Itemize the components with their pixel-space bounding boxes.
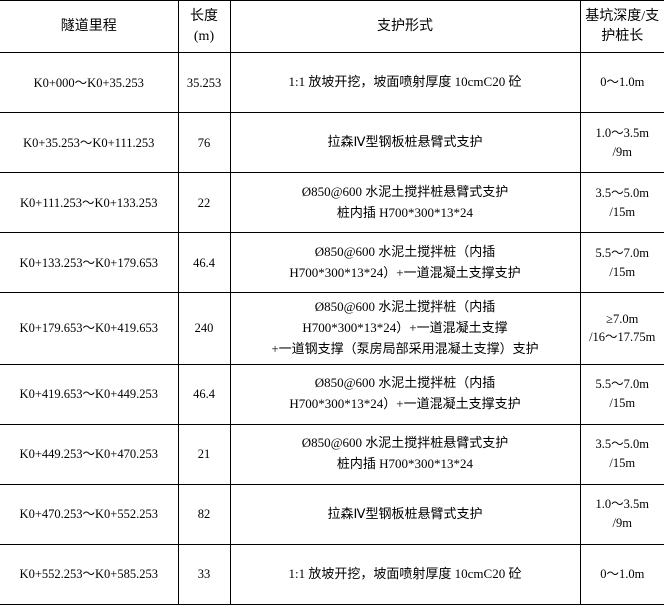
table-row: K0+449.253～K0+470.25321Ø850@600 水泥土搅拌桩悬臂…	[0, 424, 664, 484]
table-row: K0+000～K0+35.25335.2531:1 放坡开挖，坡面喷射厚度 10…	[0, 53, 664, 113]
table-row: K0+111.253～K0+133.25322Ø850@600 水泥土搅拌桩悬臂…	[0, 173, 664, 233]
cell-mileage: K0+179.653～K0+419.653	[0, 293, 178, 364]
cell-depth: 3.5～5.0m/15m	[580, 173, 664, 233]
support-table: 隧道里程 长度(m) 支护形式 基坑深度/支护桩长 K0+000～K0+35.2…	[0, 0, 664, 605]
cell-mileage: K0+552.253～K0+585.253	[0, 544, 178, 604]
cell-depth: 0～1.0m	[580, 544, 664, 604]
cell-length: 22	[178, 173, 230, 233]
table-row: K0+179.653～K0+419.653240Ø850@600 水泥土搅拌桩（…	[0, 293, 664, 364]
cell-mileage: K0+35.253～K0+111.253	[0, 113, 178, 173]
cell-mileage: K0+111.253～K0+133.253	[0, 173, 178, 233]
cell-length: 33	[178, 544, 230, 604]
table-body: K0+000～K0+35.25335.2531:1 放坡开挖，坡面喷射厚度 10…	[0, 53, 664, 604]
cell-mileage: K0+449.253～K0+470.253	[0, 424, 178, 484]
cell-mileage: K0+133.253～K0+179.653	[0, 233, 178, 293]
cell-length: 46.4	[178, 364, 230, 424]
table-header-row: 隧道里程 长度(m) 支护形式 基坑深度/支护桩长	[0, 1, 664, 53]
cell-support-form: 1:1 放坡开挖，坡面喷射厚度 10cmC20 砼	[230, 53, 580, 113]
cell-mileage: K0+419.653～K0+449.253	[0, 364, 178, 424]
cell-depth: ≥7.0m/16～17.75m	[580, 293, 664, 364]
cell-support-form: Ø850@600 水泥土搅拌桩悬臂式支护桩内插 H700*300*13*24	[230, 173, 580, 233]
cell-depth: 0～1.0m	[580, 53, 664, 113]
cell-depth: 5.5～7.0m/15m	[580, 364, 664, 424]
cell-support-form: Ø850@600 水泥土搅拌桩（内插H700*300*13*24）+一道混凝土支…	[230, 233, 580, 293]
table-row: K0+470.253～K0+552.25382拉森Ⅳ型钢板桩悬臂式支护1.0～3…	[0, 484, 664, 544]
cell-depth: 1.0～3.5m/9m	[580, 484, 664, 544]
header-length: 长度(m)	[178, 1, 230, 53]
header-depth: 基坑深度/支护桩长	[580, 1, 664, 53]
header-mileage: 隧道里程	[0, 1, 178, 53]
cell-depth: 3.5～5.0m/15m	[580, 424, 664, 484]
cell-support-form: 拉森Ⅳ型钢板桩悬臂式支护	[230, 484, 580, 544]
cell-mileage: K0+000～K0+35.253	[0, 53, 178, 113]
cell-depth: 5.5～7.0m/15m	[580, 233, 664, 293]
cell-length: 46.4	[178, 233, 230, 293]
table-row: K0+133.253～K0+179.65346.4Ø850@600 水泥土搅拌桩…	[0, 233, 664, 293]
cell-support-form: 1:1 放坡开挖，坡面喷射厚度 10cmC20 砼	[230, 544, 580, 604]
cell-length: 35.253	[178, 53, 230, 113]
table-row: K0+552.253～K0+585.253331:1 放坡开挖，坡面喷射厚度 1…	[0, 544, 664, 604]
cell-support-form: 拉森Ⅳ型钢板桩悬臂式支护	[230, 113, 580, 173]
cell-length: 21	[178, 424, 230, 484]
cell-length: 240	[178, 293, 230, 364]
header-support-form: 支护形式	[230, 1, 580, 53]
cell-depth: 1.0～3.5m/9m	[580, 113, 664, 173]
cell-support-form: Ø850@600 水泥土搅拌桩悬臂式支护桩内插 H700*300*13*24	[230, 424, 580, 484]
table-row: K0+419.653～K0+449.25346.4Ø850@600 水泥土搅拌桩…	[0, 364, 664, 424]
cell-support-form: Ø850@600 水泥土搅拌桩（内插H700*300*13*24）+一道混凝土支…	[230, 293, 580, 364]
cell-length: 82	[178, 484, 230, 544]
table-row: K0+35.253～K0+111.25376拉森Ⅳ型钢板桩悬臂式支护1.0～3.…	[0, 113, 664, 173]
cell-mileage: K0+470.253～K0+552.253	[0, 484, 178, 544]
cell-length: 76	[178, 113, 230, 173]
cell-support-form: Ø850@600 水泥土搅拌桩（内插H700*300*13*24）+一道混凝土支…	[230, 364, 580, 424]
